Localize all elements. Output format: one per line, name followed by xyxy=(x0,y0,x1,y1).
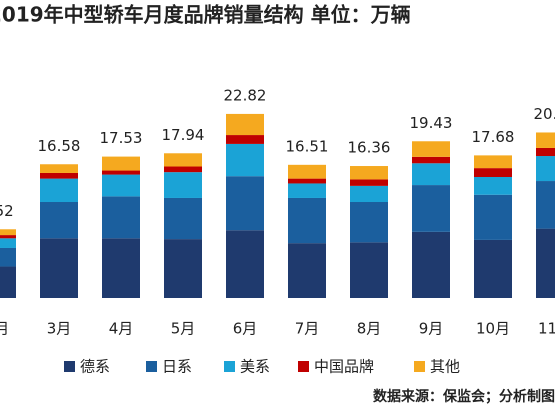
bar-segment xyxy=(0,238,16,248)
bar-segment xyxy=(102,238,140,298)
bar-segment xyxy=(0,235,16,239)
bar-segment xyxy=(102,170,140,175)
source-note: 数据来源：保监会；分析制图 xyxy=(373,388,555,405)
legend-swatch xyxy=(414,361,425,372)
total-label: 22.82 xyxy=(224,86,267,104)
bar-segment xyxy=(350,166,388,180)
total-label: 19.43 xyxy=(410,114,453,132)
bar-segment xyxy=(474,177,512,195)
bar-segment xyxy=(412,141,450,157)
bar-segment xyxy=(536,156,555,182)
x-tick-label: 3月 xyxy=(47,320,72,338)
bar-segment xyxy=(226,113,264,136)
x-tick-label: 10月 xyxy=(476,320,510,338)
bar-segment xyxy=(226,143,264,177)
bar-segment xyxy=(350,179,388,186)
chart-title: 2019年中型轿车月度品牌销量结构 单位：万辆 xyxy=(0,3,411,27)
bar-segment xyxy=(40,238,78,298)
bar-segment xyxy=(102,174,140,197)
bar-segment xyxy=(536,132,555,148)
bar-segment xyxy=(474,239,512,298)
bar-segment xyxy=(288,178,326,184)
x-tick-label: 4月 xyxy=(109,320,134,338)
bar-segment xyxy=(474,194,512,240)
total-label: 17.53 xyxy=(100,129,143,147)
bar-segment xyxy=(226,230,264,298)
bar-segment xyxy=(40,164,78,173)
x-tick-label: 7月 xyxy=(295,320,320,338)
total-label: 16.36 xyxy=(348,139,391,157)
bar-segment xyxy=(412,156,450,164)
bar-segment xyxy=(412,163,450,186)
legend-swatch xyxy=(146,361,157,372)
bar-segment xyxy=(164,153,202,167)
bar-segment xyxy=(412,231,450,298)
bar-segment xyxy=(102,156,140,171)
x-tick-label: 6月 xyxy=(233,320,258,338)
legend-swatch xyxy=(298,361,309,372)
total-label: 8.52 xyxy=(0,202,14,220)
bar-segment xyxy=(164,239,202,298)
bar-segment xyxy=(536,181,555,229)
legend-label: 日系 xyxy=(162,358,192,376)
total-label: 20.52 xyxy=(534,105,555,123)
legend-swatch xyxy=(64,361,75,372)
bar-segment xyxy=(0,247,16,267)
x-tick-label: 2月 xyxy=(0,320,9,338)
bar-segment xyxy=(288,183,326,198)
x-tick-label: 8月 xyxy=(357,320,382,338)
bar-segment xyxy=(474,155,512,169)
bar-segment xyxy=(288,243,326,298)
bar-segment xyxy=(102,196,140,239)
bar-segment xyxy=(226,176,264,231)
bar-segment xyxy=(0,266,16,298)
total-label: 16.58 xyxy=(38,137,81,155)
bar-segment xyxy=(40,178,78,203)
bar-segment xyxy=(288,197,326,244)
bar-segment xyxy=(0,229,16,236)
bar-segment xyxy=(350,242,388,298)
bar-segment xyxy=(40,202,78,239)
total-label: 17.94 xyxy=(162,126,205,144)
bar-segment xyxy=(350,185,388,203)
total-label: 17.68 xyxy=(472,128,515,146)
bar-segment xyxy=(164,197,202,240)
x-tick-label: 5月 xyxy=(171,320,196,338)
legend-label: 其他 xyxy=(430,358,460,376)
bar-segment xyxy=(40,172,78,179)
legend-swatch xyxy=(224,361,235,372)
bar-segment xyxy=(288,164,326,179)
bar-segment xyxy=(536,147,555,157)
bar-segment xyxy=(412,185,450,232)
x-tick-label: 11月 xyxy=(538,320,555,338)
legend-label: 中国品牌 xyxy=(314,358,374,376)
bar-segment xyxy=(226,135,264,144)
bar-segment xyxy=(474,168,512,177)
legend-label: 美系 xyxy=(240,358,270,376)
total-label: 16.51 xyxy=(286,137,329,155)
bar-segment xyxy=(350,202,388,243)
legend-label: 德系 xyxy=(80,358,110,376)
bar-segment xyxy=(164,166,202,173)
bar-segment xyxy=(536,228,555,298)
x-tick-label: 9月 xyxy=(419,320,444,338)
bar-segment xyxy=(164,172,202,198)
